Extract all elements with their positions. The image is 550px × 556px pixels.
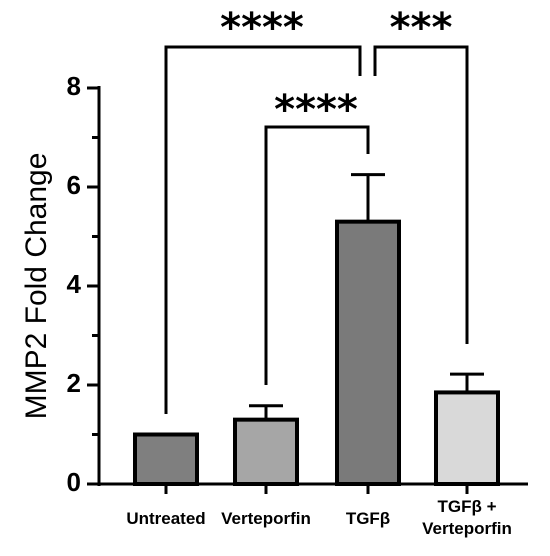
y-tick-label-2: 4 [67,269,82,299]
x-tick-label-line: TGFβ [346,509,390,528]
significance-label-2: *** [390,5,453,51]
bars [133,173,500,486]
bar-3 [434,390,500,486]
bar-0 [133,432,199,486]
significance-brackets: *********** [164,5,469,414]
significance-label-1: **** [274,87,358,133]
x-tick-label-2: TGFβ [346,509,390,528]
x-tick-label-line: Verteporfin [221,509,311,528]
significance-bracket-2 [373,45,469,344]
y-tick-label-4: 8 [67,71,81,101]
axes: 0 2 4 6 8 Untreated Verteporfin TGFβ TGFβ + Verte… [67,71,528,538]
x-tick-label-1: Verteporfin [221,509,311,528]
y-tick-label-0: 0 [67,467,81,497]
x-tick-label-line: Untreated [126,509,205,528]
y-axis-title: MMP2 Fold Change [20,153,53,420]
y-tick-label-3: 6 [67,170,81,200]
x-tick-label-3: TGFβ + Verteporfin [422,497,512,538]
bar-1 [233,417,299,486]
significance-bracket-0 [164,45,362,414]
x-tick-label-0: Untreated [126,509,205,528]
y-tick-label-1: 2 [67,368,81,398]
x-tick-label-line: Verteporfin [422,519,512,538]
significance-bracket-1 [264,125,370,385]
bar-2 [335,219,401,486]
x-tick-label-line: TGFβ + [437,497,496,516]
significance-label-0: **** [220,5,304,51]
